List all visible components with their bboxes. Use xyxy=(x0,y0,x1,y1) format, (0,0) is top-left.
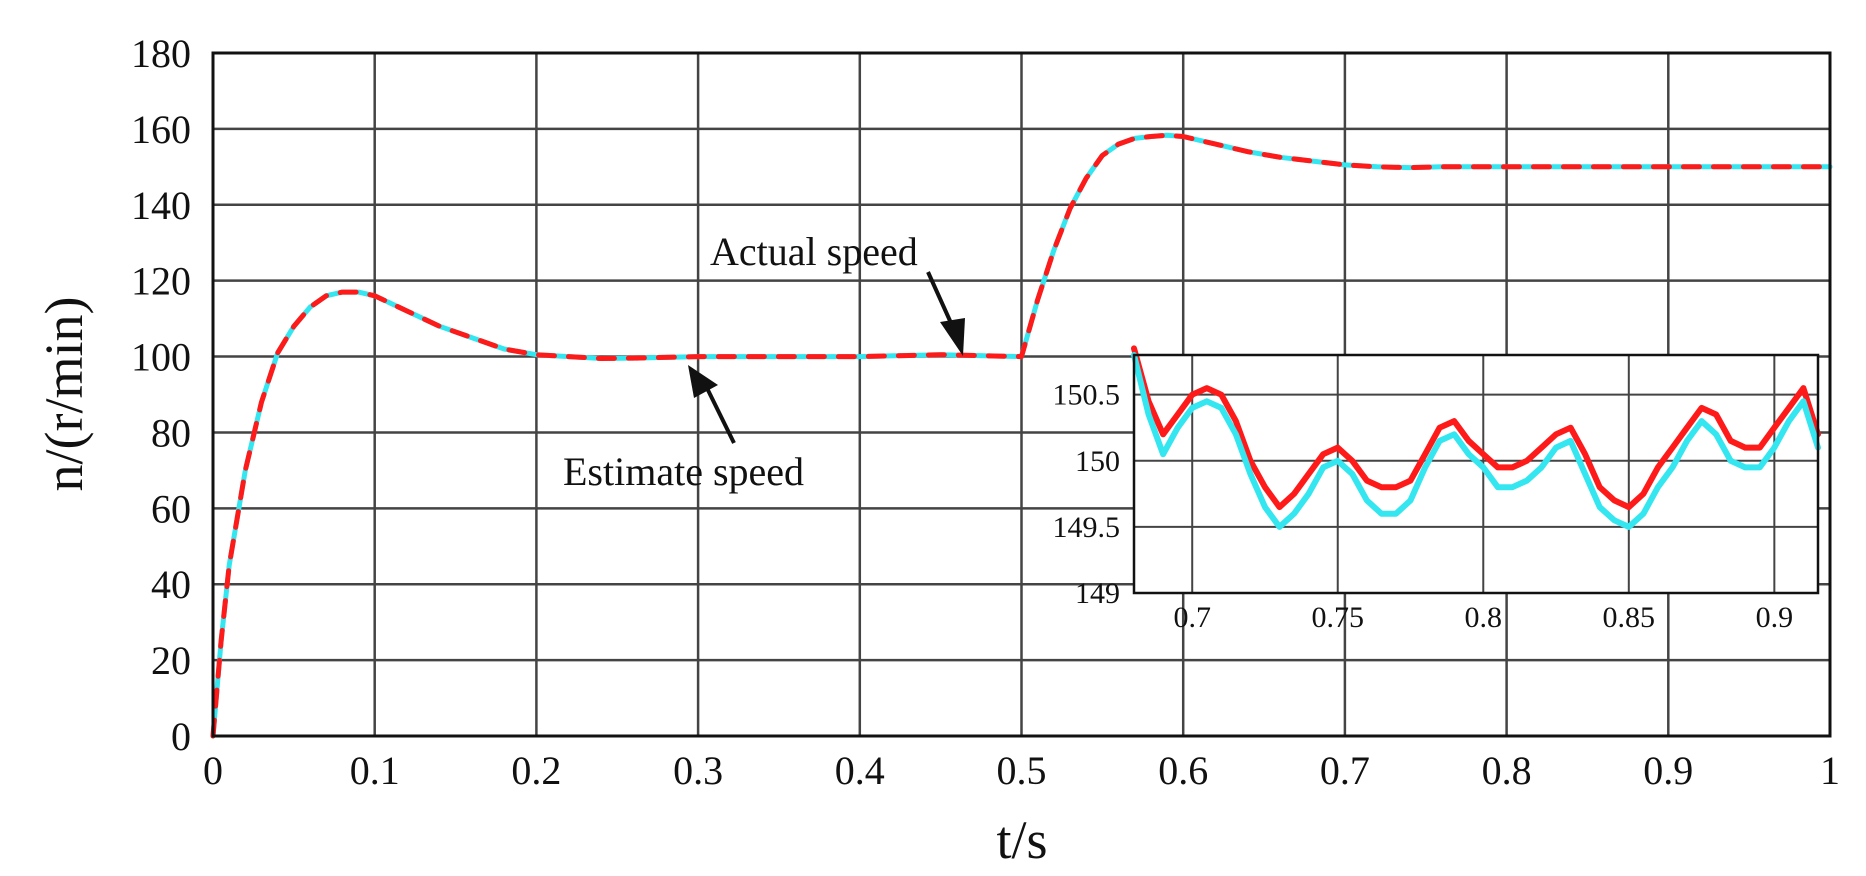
arrow-estimate-speed-shaft xyxy=(702,381,736,444)
main-series-actual-speed xyxy=(210,132,1833,739)
inset-lines xyxy=(1131,345,1821,530)
main-y-tick-label: 180 xyxy=(131,31,191,76)
main-x-ticks: 0 0.1 0.2 0.3 0.4 0.5 0.6 0.7 0.8 0.9 1 xyxy=(203,748,1840,793)
annotation-actual-speed-label: Actual speed xyxy=(710,229,918,274)
main-y-tick-label: 20 xyxy=(151,638,191,683)
main-x-tick-label: 0.4 xyxy=(835,748,885,793)
inset-plot-frame xyxy=(1132,353,1820,595)
annotation-actual-speed: Actual speed xyxy=(710,229,965,356)
main-y-tick-label: 40 xyxy=(151,562,191,607)
inset-x-ticks: 0.7 0.75 0.8 0.85 0.9 xyxy=(1173,601,1793,634)
inset-y-ticks: 149 149.5 150 150.5 xyxy=(1053,379,1121,610)
main-y-tick-label: 120 xyxy=(131,259,191,304)
inset-y-tick-label: 149.5 xyxy=(1053,511,1121,544)
main-x-tick-label: 0.3 xyxy=(673,748,723,793)
main-y-tick-label: 60 xyxy=(151,486,191,531)
main-y-tick-label: 140 xyxy=(131,183,191,228)
arrow-actual-speed-head xyxy=(940,318,965,356)
inset-x-tick-label: 0.85 xyxy=(1603,601,1656,634)
main-x-tick-label: 1 xyxy=(1820,748,1840,793)
main-plot-frame xyxy=(211,51,1832,738)
inset-x-tick-label: 0.7 xyxy=(1173,601,1211,634)
inset-series-actual-speed xyxy=(1131,345,1821,511)
inset-y-tick-label: 149 xyxy=(1075,577,1120,610)
main-x-tick-label: 0.5 xyxy=(997,748,1047,793)
x-axis-label: t/s xyxy=(996,810,1047,870)
inset-x-tick-label: 0.8 xyxy=(1465,601,1503,634)
main-x-tick-label: 0.1 xyxy=(350,748,400,793)
main-y-tick-label: 160 xyxy=(131,107,191,152)
main-y-tick-label: 100 xyxy=(131,335,191,380)
inset-x-tick-label: 0.9 xyxy=(1756,601,1794,634)
main-x-tick-label: 0.7 xyxy=(1320,748,1370,793)
main-x-tick-label: 0.9 xyxy=(1643,748,1693,793)
main-x-tick-label: 0 xyxy=(203,748,223,793)
inset-y-tick-label: 150 xyxy=(1075,445,1120,478)
inset-y-tick-label: 150.5 xyxy=(1053,379,1121,412)
main-lines xyxy=(210,132,1833,739)
main-x-tick-label: 0.6 xyxy=(1158,748,1208,793)
y-axis-label: n/(r/min) xyxy=(34,297,94,492)
annotation-estimate-speed: Estimate speed xyxy=(563,365,804,494)
inset-x-tick-label: 0.75 xyxy=(1311,601,1364,634)
inset-background xyxy=(1134,355,1818,593)
main-y-ticks: 0 20 40 60 80 100 120 140 160 180 xyxy=(131,31,191,759)
main-y-tick-label: 0 xyxy=(171,714,191,759)
annotation-estimate-speed-label: Estimate speed xyxy=(563,449,804,494)
main-x-tick-label: 0.2 xyxy=(511,748,561,793)
main-y-tick-label: 80 xyxy=(151,410,191,455)
main-x-tick-label: 0.8 xyxy=(1482,748,1532,793)
inset-series-estimate-speed xyxy=(1131,352,1821,530)
arrow-estimate-speed-head xyxy=(688,365,718,398)
